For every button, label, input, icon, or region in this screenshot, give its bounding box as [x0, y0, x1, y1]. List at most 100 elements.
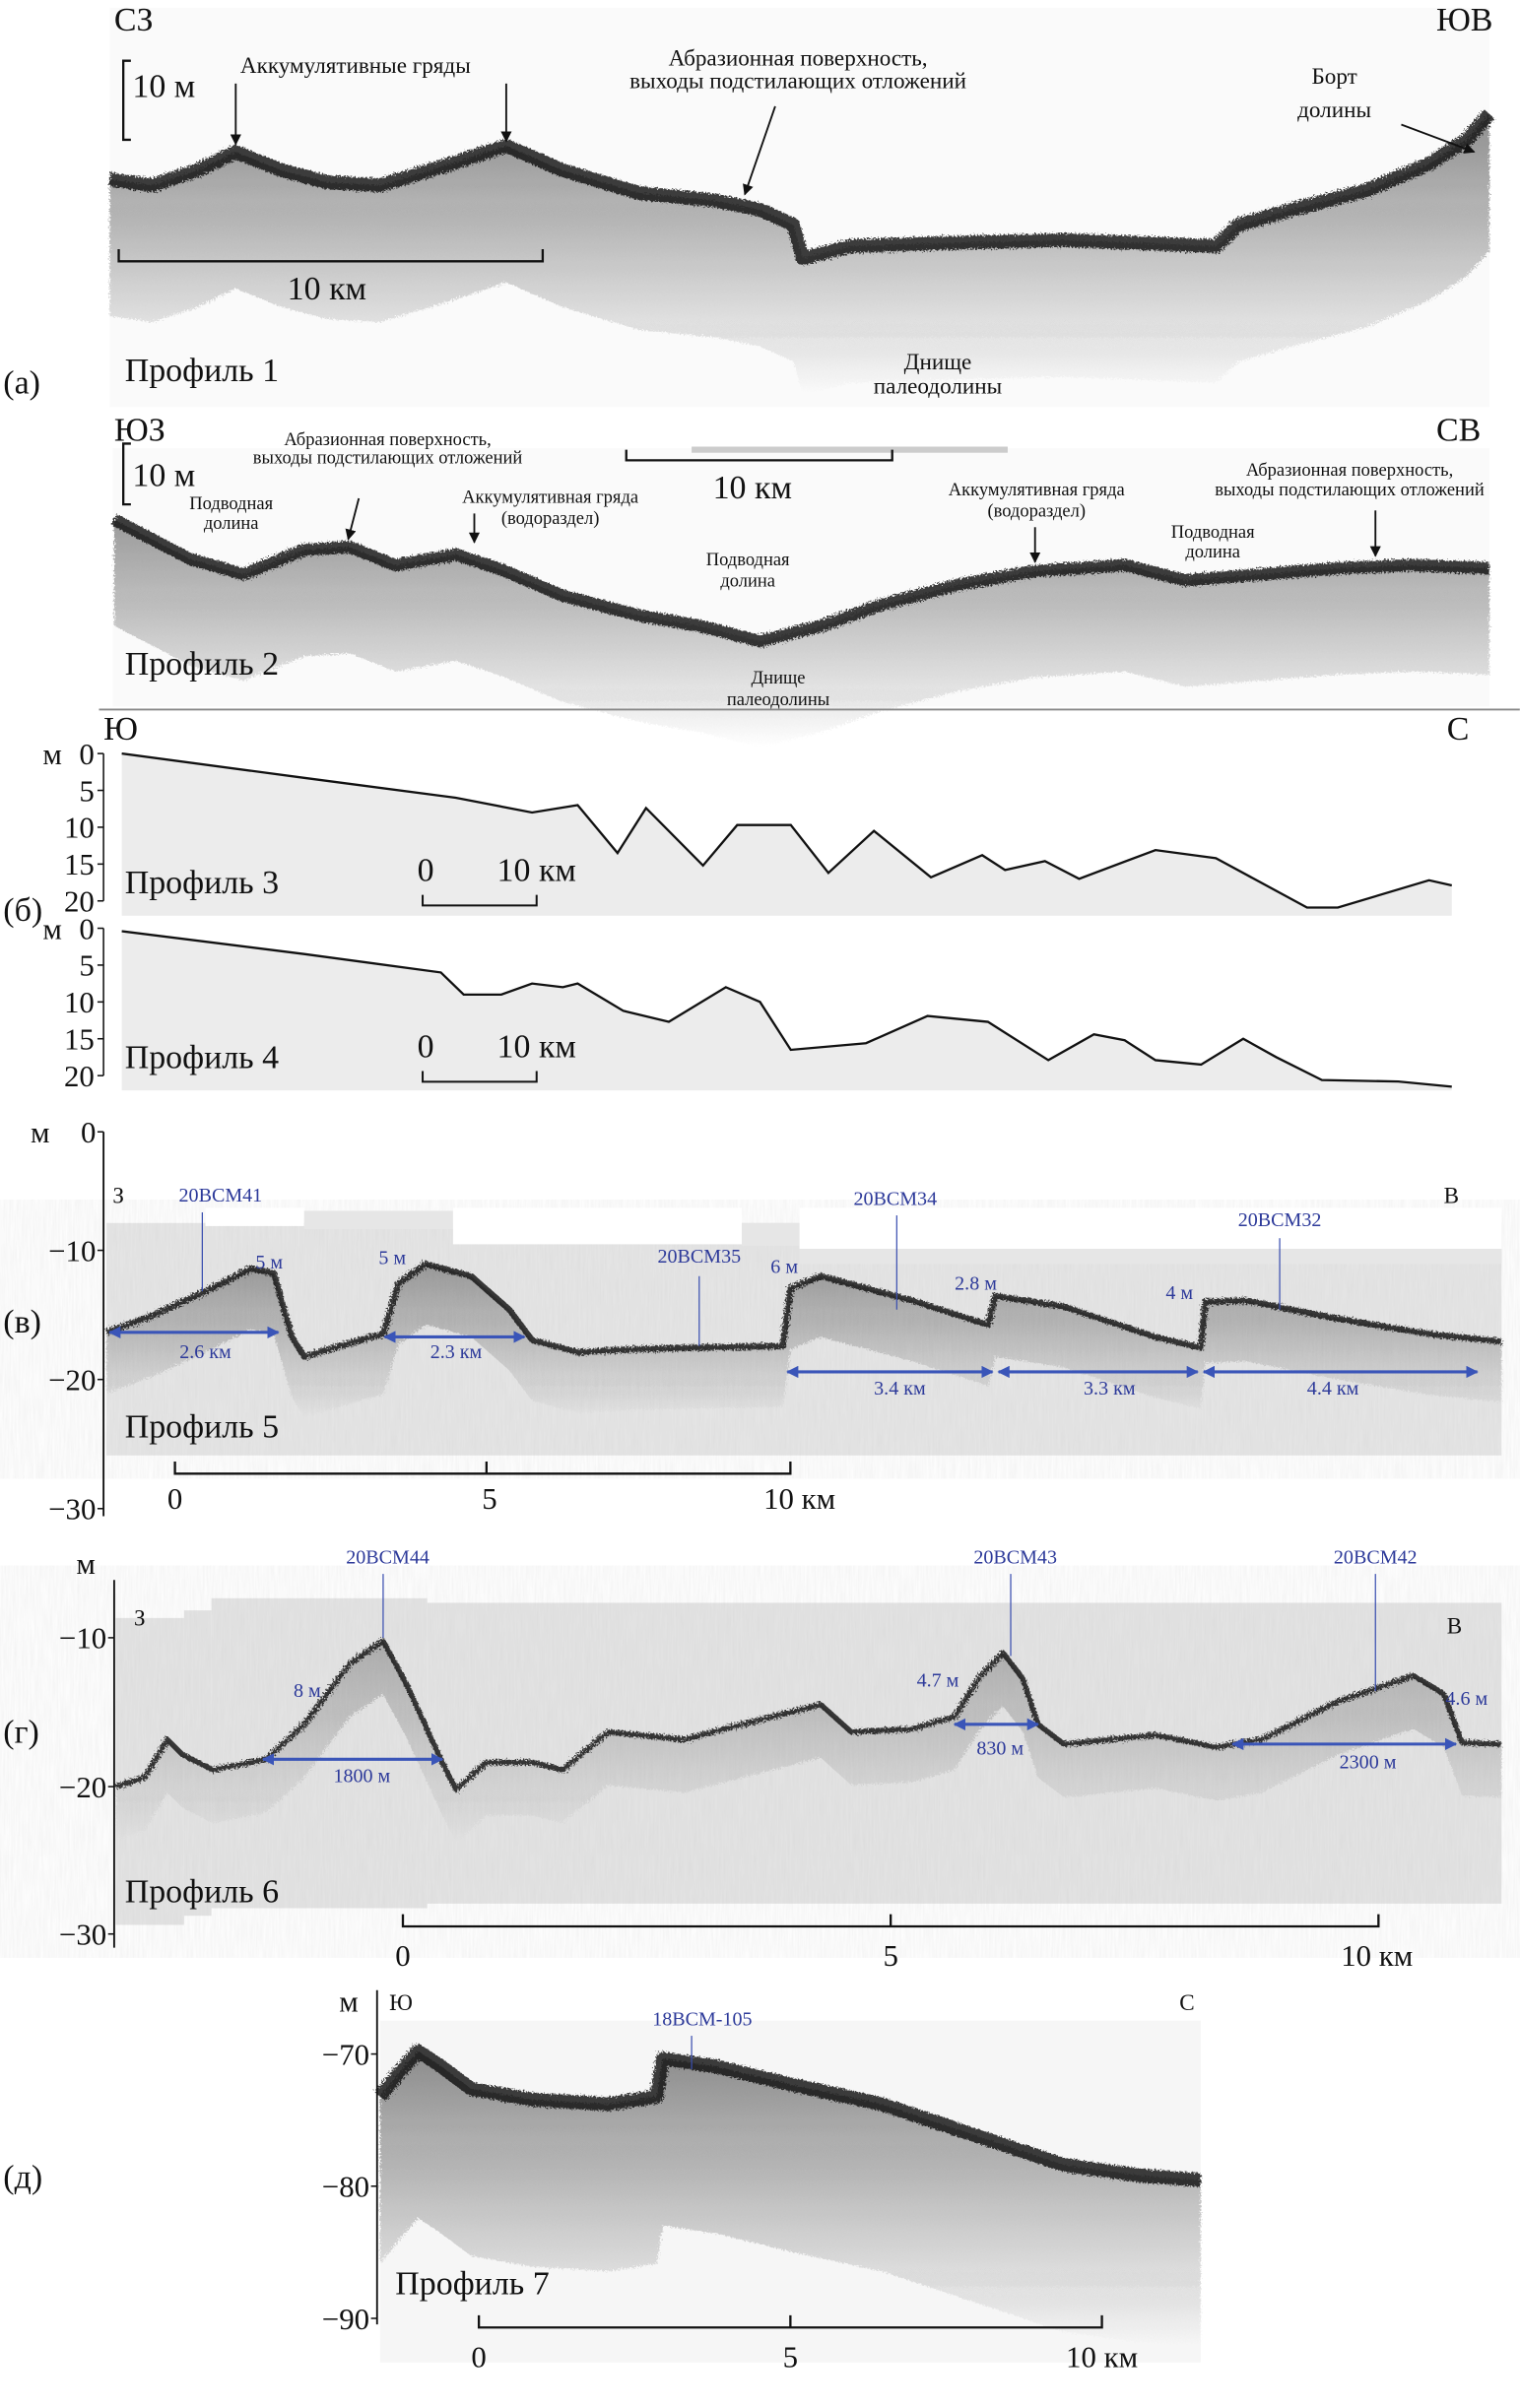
valley-label-line2: долина — [204, 514, 259, 534]
height-label: 5 м — [255, 1252, 283, 1273]
y-tick-label: −10 — [59, 1622, 106, 1656]
profile-title: Профиль 6 — [125, 1873, 279, 1910]
gap — [452, 1207, 742, 1245]
width-label: 3.4 км — [874, 1378, 926, 1399]
seafloor-reflector — [105, 1261, 1502, 1360]
echogram-profile-7 — [374, 2044, 1202, 2348]
horizontal-scale-label: 10 км — [713, 470, 792, 506]
valley-label-line1: Подводная — [706, 551, 790, 570]
scale-label: 0 — [471, 2340, 486, 2374]
direction-right: СВ — [1436, 412, 1481, 448]
scale-label: 5 — [883, 1939, 897, 1973]
scale-label: 0 — [167, 1482, 182, 1516]
panel-letter: (г) — [3, 1714, 39, 1750]
y-axis-unit: м — [42, 738, 62, 771]
height-label: 8 м — [294, 1680, 321, 1702]
y-tick-label: 0 — [81, 1116, 96, 1149]
panel-letter: (а) — [3, 365, 40, 402]
scale-label: 0 — [418, 1029, 434, 1066]
profile-line — [121, 930, 1452, 1088]
scale-label: 0 — [395, 1939, 410, 1973]
width-label: 2.6 км — [179, 1341, 231, 1363]
horizontal-scale-bar — [625, 449, 893, 462]
y-tick-label: −70 — [322, 2038, 369, 2071]
direction-left: Ю — [389, 1990, 413, 2016]
sample-label: 20ВСМ35 — [657, 1246, 741, 1268]
y-tick-label: 10 — [64, 986, 95, 1019]
direction-left: З — [134, 1606, 146, 1632]
ridge-label-line1: Аккумулятивная гряда — [462, 488, 638, 508]
sample-label: 20ВСМ43 — [973, 1546, 1057, 1568]
vertical-scale-bar — [121, 442, 131, 506]
seafloor-reflector — [111, 514, 1490, 648]
sample-label: 20ВСМ42 — [1334, 1546, 1418, 1568]
abrasion-label-line1: Абразионная поверхность, — [669, 45, 928, 71]
floor-label-line2: палеодолины — [727, 690, 829, 710]
y-tick-label: −20 — [48, 1363, 96, 1397]
ridges-label: Аккумулятивные гряды — [240, 53, 471, 79]
valley-label-line2: долина — [1185, 543, 1240, 562]
scale-label: 10 км — [1341, 1939, 1413, 1973]
floor-label-line1: Днище — [752, 669, 806, 688]
width-label: 2.3 км — [430, 1341, 483, 1363]
y-tick-label: −30 — [59, 1919, 106, 1952]
valley-label-line1: Подводная — [1171, 523, 1255, 543]
y-axis-ticks: −10 −20 −30 — [59, 1622, 114, 1952]
profile-title: Профиль 7 — [395, 2265, 549, 2302]
y-tick-label: −30 — [48, 1493, 96, 1527]
height-label: 2.8 м — [955, 1273, 997, 1295]
scale-label: 10 км — [763, 1482, 835, 1516]
scale-label: 5 — [783, 2340, 798, 2374]
y-tick-label: 15 — [64, 1023, 95, 1057]
y-axis-unit: м — [339, 1985, 359, 2018]
profile-area — [121, 931, 1452, 1091]
profile-line — [121, 751, 1453, 909]
direction-right: С — [1447, 711, 1470, 748]
profile-title: Профиль 2 — [125, 646, 279, 683]
y-axis-unit: м — [76, 1547, 96, 1581]
panel-profile-6: м −10−20−30 З В (г) Профиль 6 0 5 10 км … — [3, 1546, 1502, 1973]
profile-title: Профиль 5 — [125, 1408, 279, 1445]
echogram-step — [303, 1210, 453, 1229]
horizontal-scale-bar — [477, 2314, 1103, 2329]
sample-label: 18ВСМ-105 — [652, 2008, 752, 2030]
valley-label-line2: долина — [720, 571, 775, 591]
width-label: 4.4 км — [1307, 1378, 1359, 1399]
panel-profile-5: м 0 −10 −20 −30 З В (в) Профиль 5 0 5 10 км… — [3, 1116, 1502, 1527]
horizontal-scale-bar — [422, 894, 538, 907]
ridge-label-line2: (водораздел) — [987, 501, 1086, 521]
side-label-line1: Борт — [1311, 64, 1356, 90]
scale-label: 10 км — [1066, 2340, 1138, 2374]
valley-label-line1: Подводная — [189, 494, 273, 514]
floor-label-line1: Днище — [904, 350, 972, 375]
direction-right: В — [1447, 1613, 1462, 1639]
direction-right: В — [1444, 1184, 1459, 1209]
floor-label-line2: палеодолины — [874, 374, 1002, 400]
height-label: 4 м — [1165, 1282, 1193, 1304]
echogram-profile-2 — [111, 514, 1490, 748]
height-label: 5 м — [378, 1247, 406, 1269]
direction-left: ЮЗ — [114, 412, 165, 448]
profile-area — [121, 753, 1452, 916]
ridge-label-line1: Аккумулятивная гряда — [949, 481, 1125, 500]
vertical-scale-bar — [121, 59, 131, 142]
height-label: 4.7 м — [917, 1669, 959, 1691]
gap — [205, 1207, 304, 1226]
echogram-step — [799, 1249, 1502, 1265]
panel-letter: (б) — [3, 892, 42, 929]
vertical-scale-label: 10 м — [132, 458, 195, 494]
profile-title: Профиль 4 — [125, 1039, 279, 1075]
arrow-icon — [1401, 123, 1476, 154]
seafloor-reflector — [108, 109, 1495, 266]
scale-label: 0 — [418, 853, 434, 889]
echogram-profile-6 — [114, 1638, 1502, 1844]
overlay-strip — [692, 446, 1008, 453]
profile-title: Профиль 1 — [125, 353, 279, 389]
panel-letter: (д) — [3, 2159, 42, 2195]
height-label: 4.6 м — [1445, 1688, 1487, 1710]
echogram-profile-1 — [108, 109, 1495, 396]
side-label-line2: долины — [1297, 98, 1371, 123]
